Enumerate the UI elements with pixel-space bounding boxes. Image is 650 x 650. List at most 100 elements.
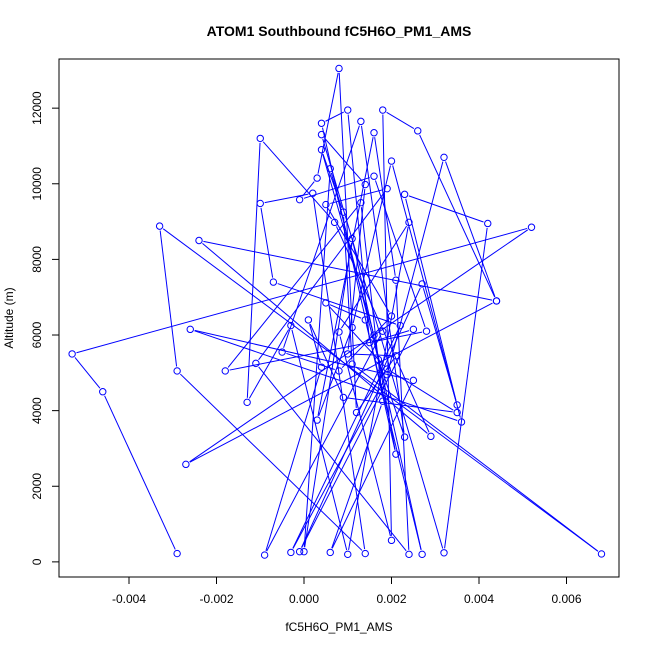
series-segment [355,366,599,552]
series-segment [330,189,383,204]
series-segment [352,165,391,324]
data-point [335,64,343,73]
data-point [304,316,313,324]
data-point [453,401,461,409]
data-point [440,153,448,162]
series-segment [352,353,392,357]
series-segment [318,331,352,417]
y-axis-label: Altitude (m) [2,287,16,348]
data-point [357,117,365,126]
series-segment [283,125,360,348]
data-point [361,549,369,558]
plot-frame [58,58,620,578]
data-point [322,299,330,307]
data-point [326,548,334,557]
series-segment [189,229,529,463]
data-point [256,134,264,143]
data-point [335,328,343,336]
y-tick-label: 12000 [30,91,44,125]
series-segment [373,330,410,342]
data-point [392,276,400,284]
series-segment [374,180,426,328]
data-point [68,350,76,358]
data-point [278,348,286,356]
data-point [269,278,278,286]
data-point [392,450,400,458]
x-tick-label: 0.002 [376,592,406,606]
series-segment [292,329,399,549]
data-point [374,355,383,364]
series-segment [227,205,359,368]
data-point [387,536,396,545]
series-segment [327,208,390,313]
data-point [344,106,352,114]
y-axis: 0 2000 4000 6000 8000 10000 12000 [30,91,60,565]
series-segment [390,370,454,411]
data-point [422,327,431,335]
series-segment [317,72,339,174]
series-segment [309,324,321,363]
data-point [361,180,369,189]
series-segment [302,181,315,197]
x-tick-label: 0.004 [464,592,494,606]
data-point [348,234,356,243]
data-point [313,416,321,424]
data-point [409,376,418,385]
series-segment [74,357,101,389]
series-segment [352,242,422,551]
data-point [344,350,352,358]
data-point [99,388,107,396]
x-axis: -0.004 -0.002 0.000 0.002 0.004 0.006 [112,576,582,606]
series-segment [343,216,353,360]
data-point [287,548,295,557]
series-segment [408,195,484,223]
data-point [370,331,378,339]
data-point [440,549,448,557]
data-point [195,236,203,245]
data-point [300,547,308,556]
data-point [322,200,330,209]
data-point [409,325,418,334]
data-point [295,195,304,204]
data-point [260,551,269,559]
data-point [317,363,326,371]
data-point [173,367,181,375]
series-segment [162,228,599,552]
data-point [155,222,164,230]
series-segment [277,283,397,325]
data-point [383,371,391,379]
series-segment [386,111,415,129]
series-segment [258,191,385,361]
data-point [186,325,194,334]
data-point [330,218,339,227]
series-segment [322,138,444,549]
series-segment [304,242,352,548]
series-segment [301,333,412,548]
y-tick-label: 4000 [30,397,44,424]
series-segment [202,243,428,434]
series-segment [360,207,383,397]
series-segment [260,207,274,278]
series-layer [68,64,606,559]
data-point [357,198,365,207]
data-point [243,398,251,407]
data-point [317,119,326,127]
data-point [427,432,435,441]
data-point [348,360,356,368]
data-point [418,550,426,559]
data-point [405,218,413,227]
data-point [182,460,190,469]
data-point [173,549,181,558]
x-tick-label: -0.004 [112,592,146,606]
data-point [370,172,378,180]
data-point [317,146,326,154]
series-segment [341,319,389,369]
series-segment [248,329,290,399]
series-segment [360,125,405,433]
data-point [400,433,409,441]
data-point [396,321,404,330]
data-point [309,189,317,197]
data-point [392,352,400,360]
y-tick-label: 8000 [30,246,44,273]
